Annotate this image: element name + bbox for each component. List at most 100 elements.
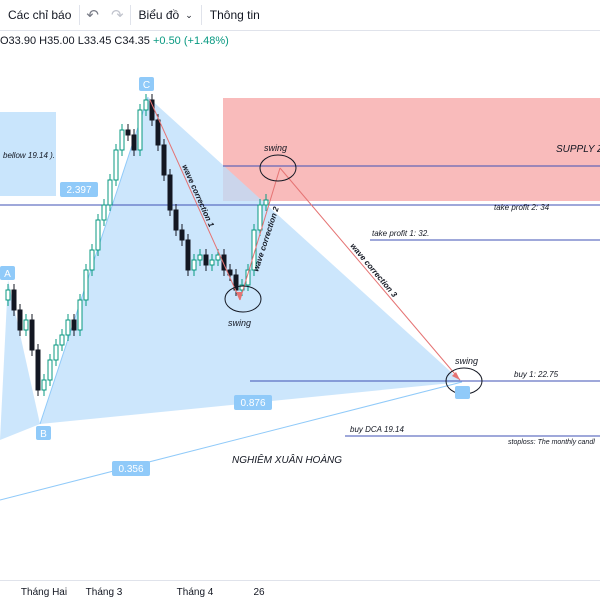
candle	[149, 99, 155, 121]
redo-icon[interactable]: ↷	[110, 7, 124, 24]
stoploss-label: stoploss: The monthly candl	[508, 439, 595, 446]
candle	[41, 379, 47, 391]
candlestick-series	[5, 94, 269, 396]
candle	[263, 199, 269, 206]
toolbar-divider	[200, 5, 202, 25]
candle	[191, 259, 197, 271]
swing-d-label: swing	[455, 356, 478, 366]
candle	[257, 204, 263, 231]
note-text: bellow 19.14 ).	[3, 151, 55, 160]
point-a-badge[interactable]	[0, 266, 15, 280]
candle	[23, 319, 29, 331]
toolbar-divider	[129, 5, 131, 25]
arrowhead-icon	[452, 372, 460, 380]
candle	[167, 174, 173, 211]
ohlc-change: +0.50 (+1.48%)	[152, 35, 229, 47]
candle	[47, 359, 53, 381]
ohlc-legend: O33.90 H35.00 L33.45 C34.35 +0.50 (+1.48…	[0, 35, 229, 47]
supply-zone[interactable]	[223, 98, 600, 201]
candle	[131, 134, 137, 151]
buy-1-label: buy 1: 22.75	[514, 370, 559, 379]
candle	[203, 254, 209, 266]
info-label: Thông tin	[209, 8, 260, 22]
take-profit-1-label: take profit 1: 32.	[372, 229, 429, 238]
supply-zone-label: SUPPLY ZO	[556, 144, 600, 155]
buy-dca-label: buy DCA 19.14	[350, 425, 405, 434]
x-tick-label: Tháng 3	[85, 587, 123, 598]
candle	[17, 309, 23, 331]
top-toolbar: Các chỉ báo ↶ ↷ Biểu đồ ⌄ Thông tin	[0, 0, 600, 31]
candle	[53, 344, 59, 361]
candle	[5, 289, 11, 301]
ohlc-open: O33.90	[0, 35, 37, 47]
ohlc-high: H35.00	[39, 35, 75, 47]
candle	[143, 99, 149, 111]
candle	[125, 129, 131, 136]
chevron-down-icon: ⌄	[185, 9, 193, 20]
candle	[209, 259, 215, 266]
candle	[251, 229, 257, 271]
candle	[65, 319, 71, 336]
ohlc-low: L33.45	[77, 35, 112, 47]
candle	[221, 254, 227, 271]
chart-type-label: Biểu đồ	[138, 8, 180, 22]
candle	[71, 319, 77, 331]
swing-circle-top	[259, 154, 297, 182]
point-c-badge[interactable]	[139, 77, 154, 91]
ratio-d-label: 0.876	[240, 398, 265, 409]
candle	[59, 334, 65, 346]
swing-bottom-label: swing	[228, 318, 251, 328]
candle	[119, 129, 125, 151]
candle	[161, 144, 167, 176]
swing-circle-bottom	[224, 285, 262, 313]
harmonic-pattern-xa[interactable]	[0, 280, 40, 440]
point-a-label: A	[4, 269, 11, 280]
point-b-label: B	[40, 429, 47, 440]
wave-3-arrow	[279, 167, 461, 381]
toolbar-divider	[79, 5, 81, 25]
undo-icon[interactable]: ↶	[86, 7, 99, 24]
candle	[35, 349, 41, 391]
swing-top-label: swing	[264, 143, 287, 153]
info-button[interactable]: Thông tin	[202, 0, 268, 30]
candle	[173, 209, 179, 231]
wave-1-arrow	[149, 99, 241, 301]
harmonic-pattern[interactable]	[0, 97, 462, 440]
author-label: NGHIÊM XUÂN HOÀNG	[232, 453, 342, 466]
price-chart[interactable]: C A B 2.397 0.876 0.356 bellow 19.14 ). …	[0, 30, 600, 580]
candle	[83, 269, 89, 301]
note-box[interactable]	[0, 112, 56, 196]
candle	[113, 149, 119, 181]
take-profit-2-label: take profit 2: 34	[494, 203, 550, 212]
candle	[215, 254, 221, 261]
ratio-badge	[112, 461, 150, 476]
candle	[29, 319, 35, 351]
indicators-button[interactable]: Các chỉ báo	[0, 0, 79, 30]
candle	[77, 299, 83, 331]
x-tick-label: 26	[253, 587, 265, 598]
x-tick-label: Tháng 4	[176, 587, 214, 598]
x-tick-label: Tháng Hai	[20, 587, 68, 598]
candle	[101, 204, 107, 221]
chart-type-dropdown[interactable]: Biểu đồ ⌄	[131, 0, 201, 30]
candle	[89, 249, 95, 271]
candle	[179, 229, 185, 241]
point-c-label: C	[143, 80, 150, 91]
time-axis[interactable]: Tháng Hai Tháng 3 Tháng 4 26	[0, 580, 600, 601]
candle	[137, 109, 143, 151]
ratio-outer-label: 0.356	[118, 464, 143, 475]
candle	[245, 269, 251, 286]
candle	[197, 254, 203, 261]
candle	[107, 179, 113, 206]
candle	[155, 119, 161, 146]
point-b-badge[interactable]	[36, 426, 51, 440]
ratio-bc-label: 2.397	[66, 185, 91, 196]
ohlc-close: C34.35	[114, 35, 150, 47]
candle	[95, 219, 101, 251]
arrowhead-icon	[236, 292, 242, 300]
outer-line	[0, 381, 463, 501]
candle	[11, 289, 17, 311]
wave-2-arrow	[239, 167, 281, 301]
point-d-badge[interactable]	[455, 386, 470, 399]
ratio-badge	[234, 395, 272, 410]
